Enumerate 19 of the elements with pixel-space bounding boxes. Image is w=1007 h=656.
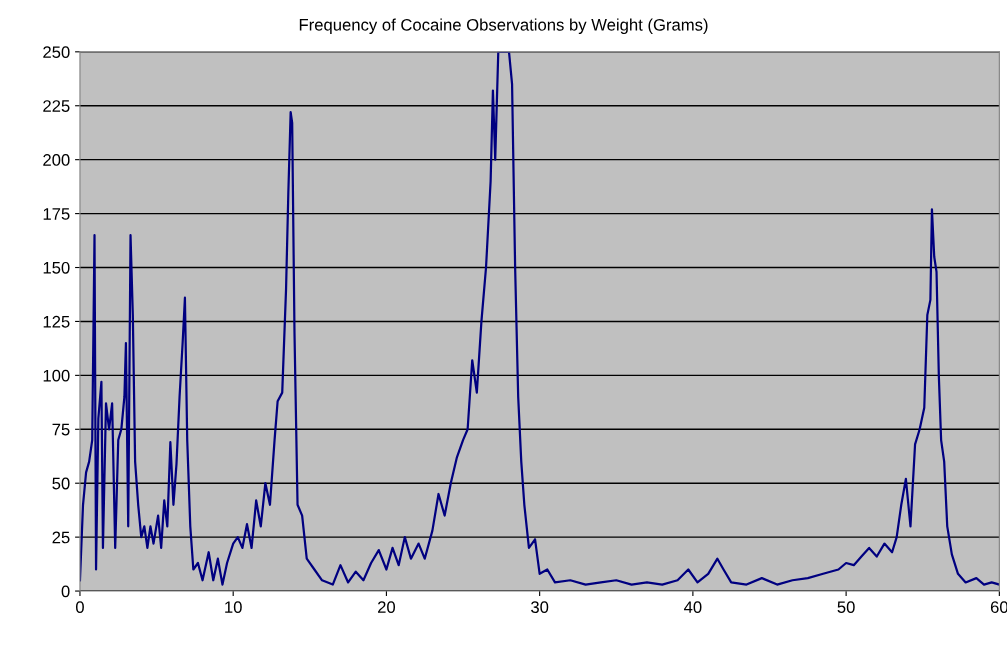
y-tick-label: 75 — [52, 423, 70, 436]
y-tick-label: 50 — [52, 477, 70, 490]
chart-title: Frequency of Cocaine Observations by Weight (Grams) — [299, 18, 708, 35]
y-tick-label: 125 — [43, 315, 70, 328]
y-tick-label: 225 — [43, 100, 70, 112]
y-tick-label: 150 — [43, 261, 70, 274]
y-tick-label: 175 — [43, 208, 70, 220]
x-tick-label: 30 — [531, 601, 549, 614]
y-tick-label: 100 — [43, 369, 70, 382]
x-tick-label: 60 — [990, 601, 1007, 614]
x-tick-label: 40 — [684, 601, 702, 614]
x-tick-label: 20 — [377, 601, 396, 614]
x-tick-label: 50 — [837, 601, 855, 614]
x-tick-label: 0 — [75, 601, 84, 614]
y-tick-label: 250 — [43, 46, 70, 59]
y-tick-label: 0 — [61, 585, 70, 598]
y-tick-label: 25 — [52, 531, 70, 544]
y-tick-label: 200 — [43, 154, 70, 166]
x-tick-label: 10 — [225, 601, 242, 614]
